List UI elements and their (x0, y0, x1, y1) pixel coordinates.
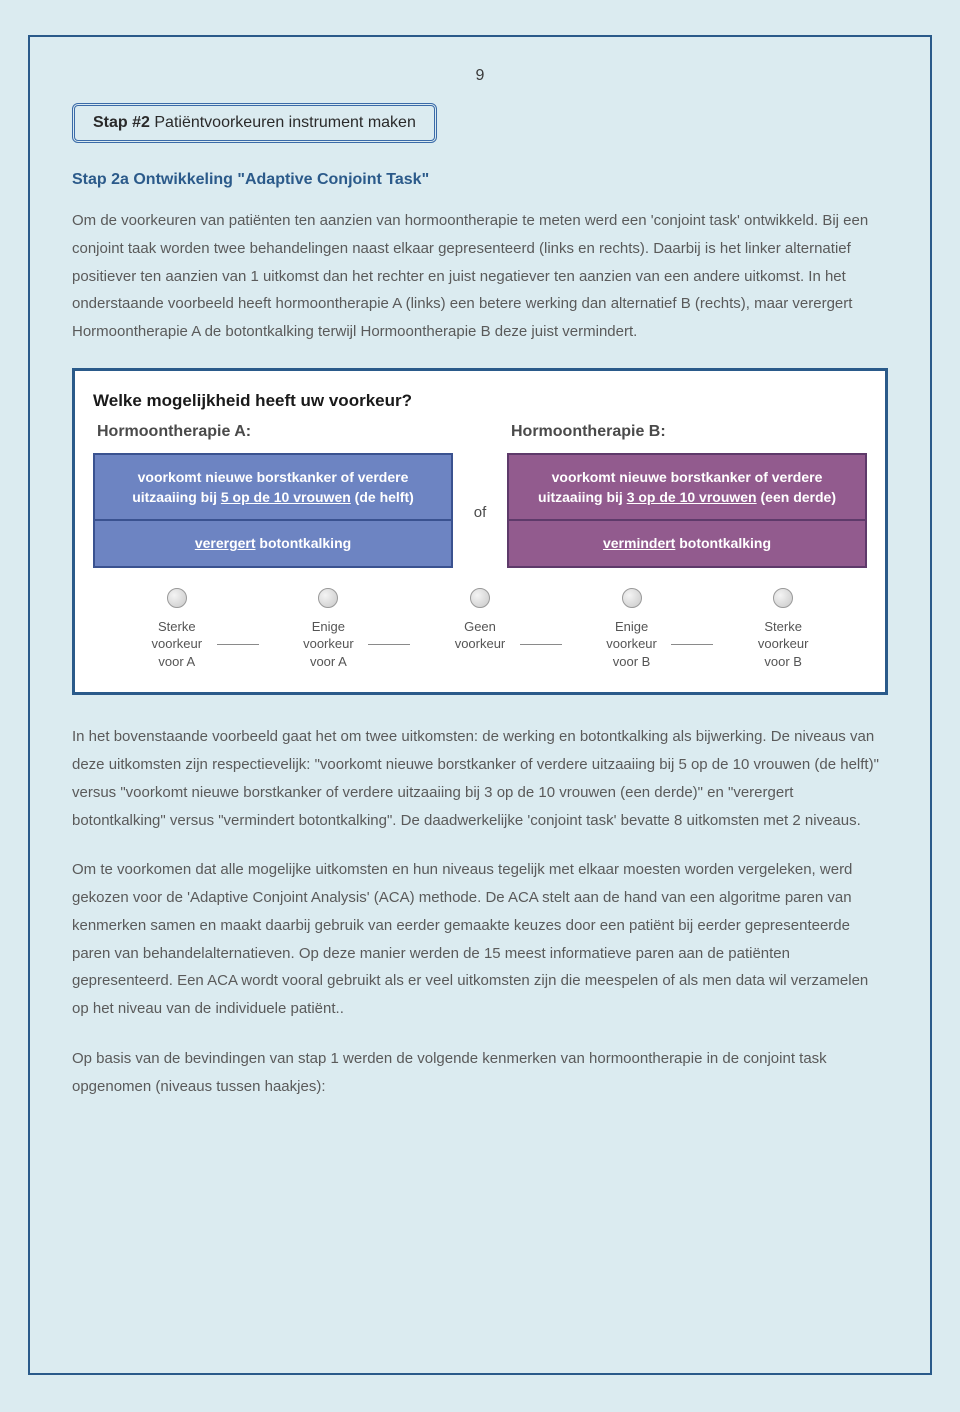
radio-circle-icon (773, 588, 793, 608)
card-a-c1-post: (de helft) (351, 489, 414, 505)
of-label: of (453, 423, 507, 568)
step-header-rest: Patiëntvoorkeuren instrument maken (150, 114, 416, 131)
paragraph-1: Om de voorkeuren van patiënten ten aanzi… (72, 207, 888, 346)
radio-item-1[interactable]: Enige voorkeur voor A (253, 588, 405, 671)
radio-label-0: Sterke voorkeur voor A (101, 618, 253, 671)
col-a-heading: Hormoontherapie A: (97, 423, 453, 441)
paragraph-2: In het bovenstaande voorbeeld gaat het o… (72, 723, 888, 834)
col-b-heading: Hormoontherapie B: (511, 423, 867, 441)
radio-label-3: Enige voorkeur voor B (556, 618, 708, 671)
step-header: Stap #2 Patiëntvoorkeuren instrument mak… (72, 103, 437, 143)
step-header-bold: Stap #2 (93, 114, 150, 131)
page-frame: 9 Stap #2 Patiëntvoorkeuren instrument m… (28, 35, 932, 1375)
radio-label-4: Sterke voorkeur voor B (707, 618, 859, 671)
radio-item-3[interactable]: Enige voorkeur voor B (556, 588, 708, 671)
card-b-c1-u: 3 op de 10 vrouwen (627, 489, 757, 505)
radio-item-4[interactable]: Sterke voorkeur voor B (707, 588, 859, 671)
card-a-c2-post: botontkalking (256, 535, 352, 551)
card-b: voorkomt nieuwe borstkanker of verdere u… (507, 453, 867, 568)
paragraph-3: Om te voorkomen dat alle mogelijke uitko… (72, 856, 888, 1023)
card-a-c1-u: 5 op de 10 vrouwen (221, 489, 351, 505)
card-b-cell-1: voorkomt nieuwe borstkanker of verdere u… (509, 455, 865, 520)
card-a: voorkomt nieuwe borstkanker of verdere u… (93, 453, 453, 568)
card-b-cell-2: vermindert botontkalking (509, 519, 865, 565)
radio-circle-icon (318, 588, 338, 608)
conjoint-columns: Hormoontherapie A: voorkomt nieuwe borst… (93, 423, 867, 568)
radio-label-1: Enige voorkeur voor A (253, 618, 405, 671)
radio-circle-icon (470, 588, 490, 608)
radio-item-2[interactable]: Geen voorkeur (404, 588, 556, 671)
radio-item-0[interactable]: Sterke voorkeur voor A (101, 588, 253, 671)
paragraph-4: Op basis van de bevindingen van stap 1 w… (72, 1045, 888, 1101)
card-b-c1-post: (een derde) (757, 489, 836, 505)
conjoint-col-b: Hormoontherapie B: voorkomt nieuwe borst… (507, 423, 867, 568)
radio-label-2: Geen voorkeur (404, 618, 556, 653)
card-b-c2-post: botontkalking (675, 535, 771, 551)
conjoint-col-a: Hormoontherapie A: voorkomt nieuwe borst… (93, 423, 453, 568)
radio-circle-icon (622, 588, 642, 608)
page-number: 9 (72, 67, 888, 85)
card-b-c2-u: vermindert (603, 535, 675, 551)
card-a-cell-1: voorkomt nieuwe borstkanker of verdere u… (95, 455, 451, 520)
conjoint-question: Welke mogelijkheid heeft uw voorkeur? (93, 391, 867, 411)
radio-circle-icon (167, 588, 187, 608)
conjoint-example: Welke mogelijkheid heeft uw voorkeur? Ho… (72, 368, 888, 696)
card-a-c2-u: verergert (195, 535, 256, 551)
subheading: Stap 2a Ontwikkeling "Adaptive Conjoint … (72, 171, 888, 189)
radio-row: Sterke voorkeur voor A Enige voorkeur vo… (93, 588, 867, 671)
card-a-cell-2: verergert botontkalking (95, 519, 451, 565)
